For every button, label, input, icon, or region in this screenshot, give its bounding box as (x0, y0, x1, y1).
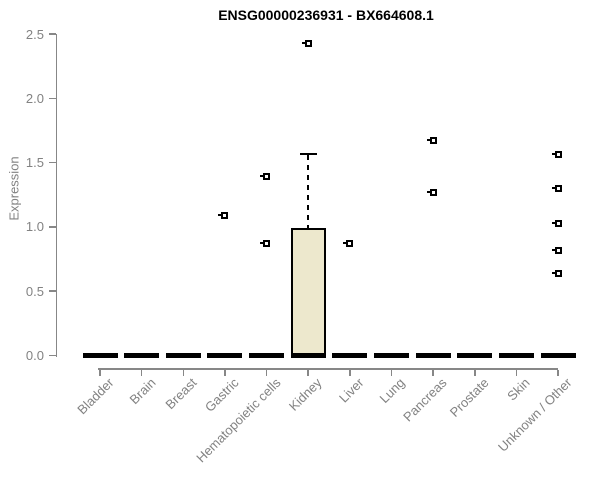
median-dash (124, 353, 160, 358)
y-axis-line (55, 33, 57, 357)
median-dash (373, 353, 409, 358)
outlier-marker (260, 240, 271, 248)
y-tick-label: 1.5 (25, 155, 44, 171)
outlier-marker (426, 137, 437, 145)
outlier-marker (551, 219, 562, 227)
x-axis-tick (557, 369, 559, 376)
median-dash (249, 353, 285, 358)
whisker-cap (299, 152, 317, 155)
y-axis-tick (48, 226, 56, 228)
median-dash (207, 353, 243, 358)
x-axis-tick (432, 369, 434, 376)
median-dash (290, 353, 326, 358)
median-dash (82, 353, 118, 358)
x-axis-line (98, 368, 558, 370)
outlier-marker (260, 173, 271, 181)
x-axis-tick (182, 369, 185, 376)
x-axis-tick (515, 369, 518, 376)
x-axis-tick (99, 369, 101, 376)
y-tick-label: 2.0 (25, 90, 44, 106)
outlier-marker (301, 39, 312, 47)
y-axis-tick (48, 97, 56, 100)
y-tick-label: 1.0 (25, 219, 44, 235)
y-axis-tick (48, 290, 56, 292)
y-axis-tick (48, 161, 56, 164)
y-tick-label: 0.5 (25, 283, 44, 299)
median-dash (165, 353, 201, 358)
outlier-marker (343, 240, 354, 248)
median-dash (540, 353, 576, 358)
outlier-marker (551, 269, 562, 277)
y-tick-label: 0.0 (25, 348, 44, 363)
x-axis-tick (390, 369, 393, 376)
chart-title: ENSG00000236931 - BX664608.1 (218, 7, 434, 23)
outlier-marker (551, 246, 562, 254)
y-tick-label: 2.5 (25, 26, 44, 42)
median-dash (498, 353, 534, 358)
outlier-marker (551, 184, 562, 192)
x-axis-tick (140, 369, 143, 376)
outlier-marker (551, 151, 562, 159)
upper-whisker (307, 154, 310, 229)
x-axis-tick (307, 369, 309, 376)
outlier-marker (426, 188, 437, 196)
x-axis-tick (349, 369, 351, 376)
y-axis-tick (48, 354, 56, 357)
box (290, 228, 326, 358)
x-axis-tick (265, 369, 268, 376)
median-dash (457, 353, 493, 358)
median-dash (332, 353, 368, 358)
median-dash (415, 353, 451, 358)
x-axis-tick (224, 369, 226, 376)
y-axis-tick (48, 33, 56, 35)
x-axis-tick (474, 369, 476, 376)
outlier-marker (218, 211, 229, 219)
